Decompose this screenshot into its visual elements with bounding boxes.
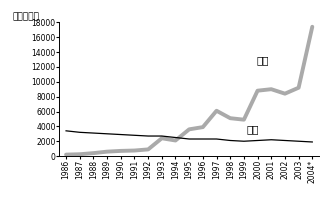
Text: 輸入: 輸入 xyxy=(257,55,269,65)
Text: 輸出: 輸出 xyxy=(246,124,259,134)
Text: （万トン）: （万トン） xyxy=(13,12,39,21)
